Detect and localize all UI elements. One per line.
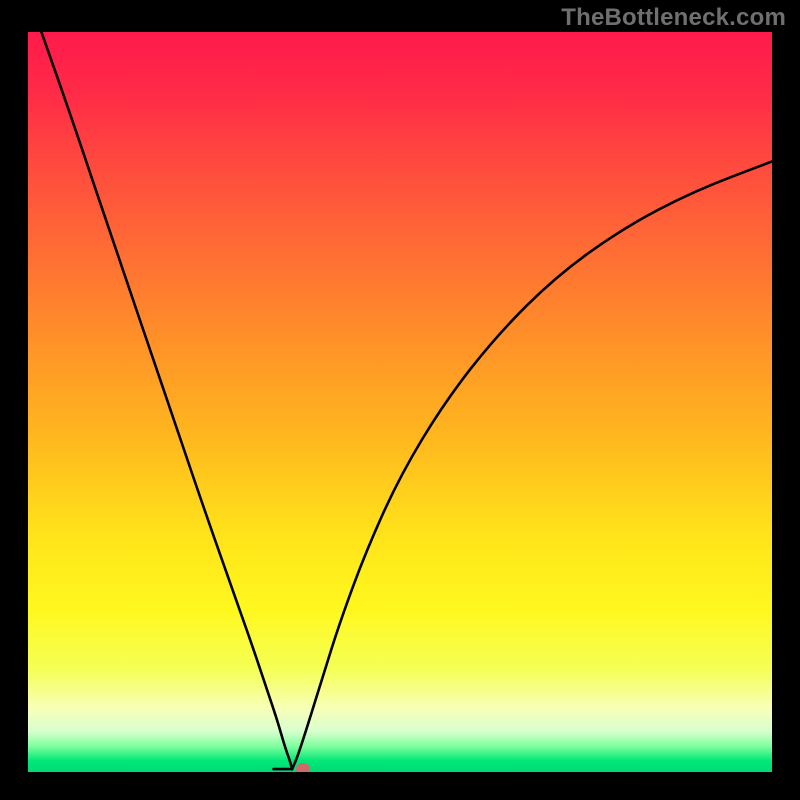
curve-left-branch [41, 32, 292, 769]
optimal-point-marker [296, 763, 310, 772]
bottleneck-curve [28, 32, 772, 772]
chart-frame: TheBottleneck.com [0, 0, 800, 800]
watermark-text: TheBottleneck.com [561, 4, 786, 32]
plot-area [28, 32, 772, 772]
curve-right-branch [292, 162, 772, 770]
